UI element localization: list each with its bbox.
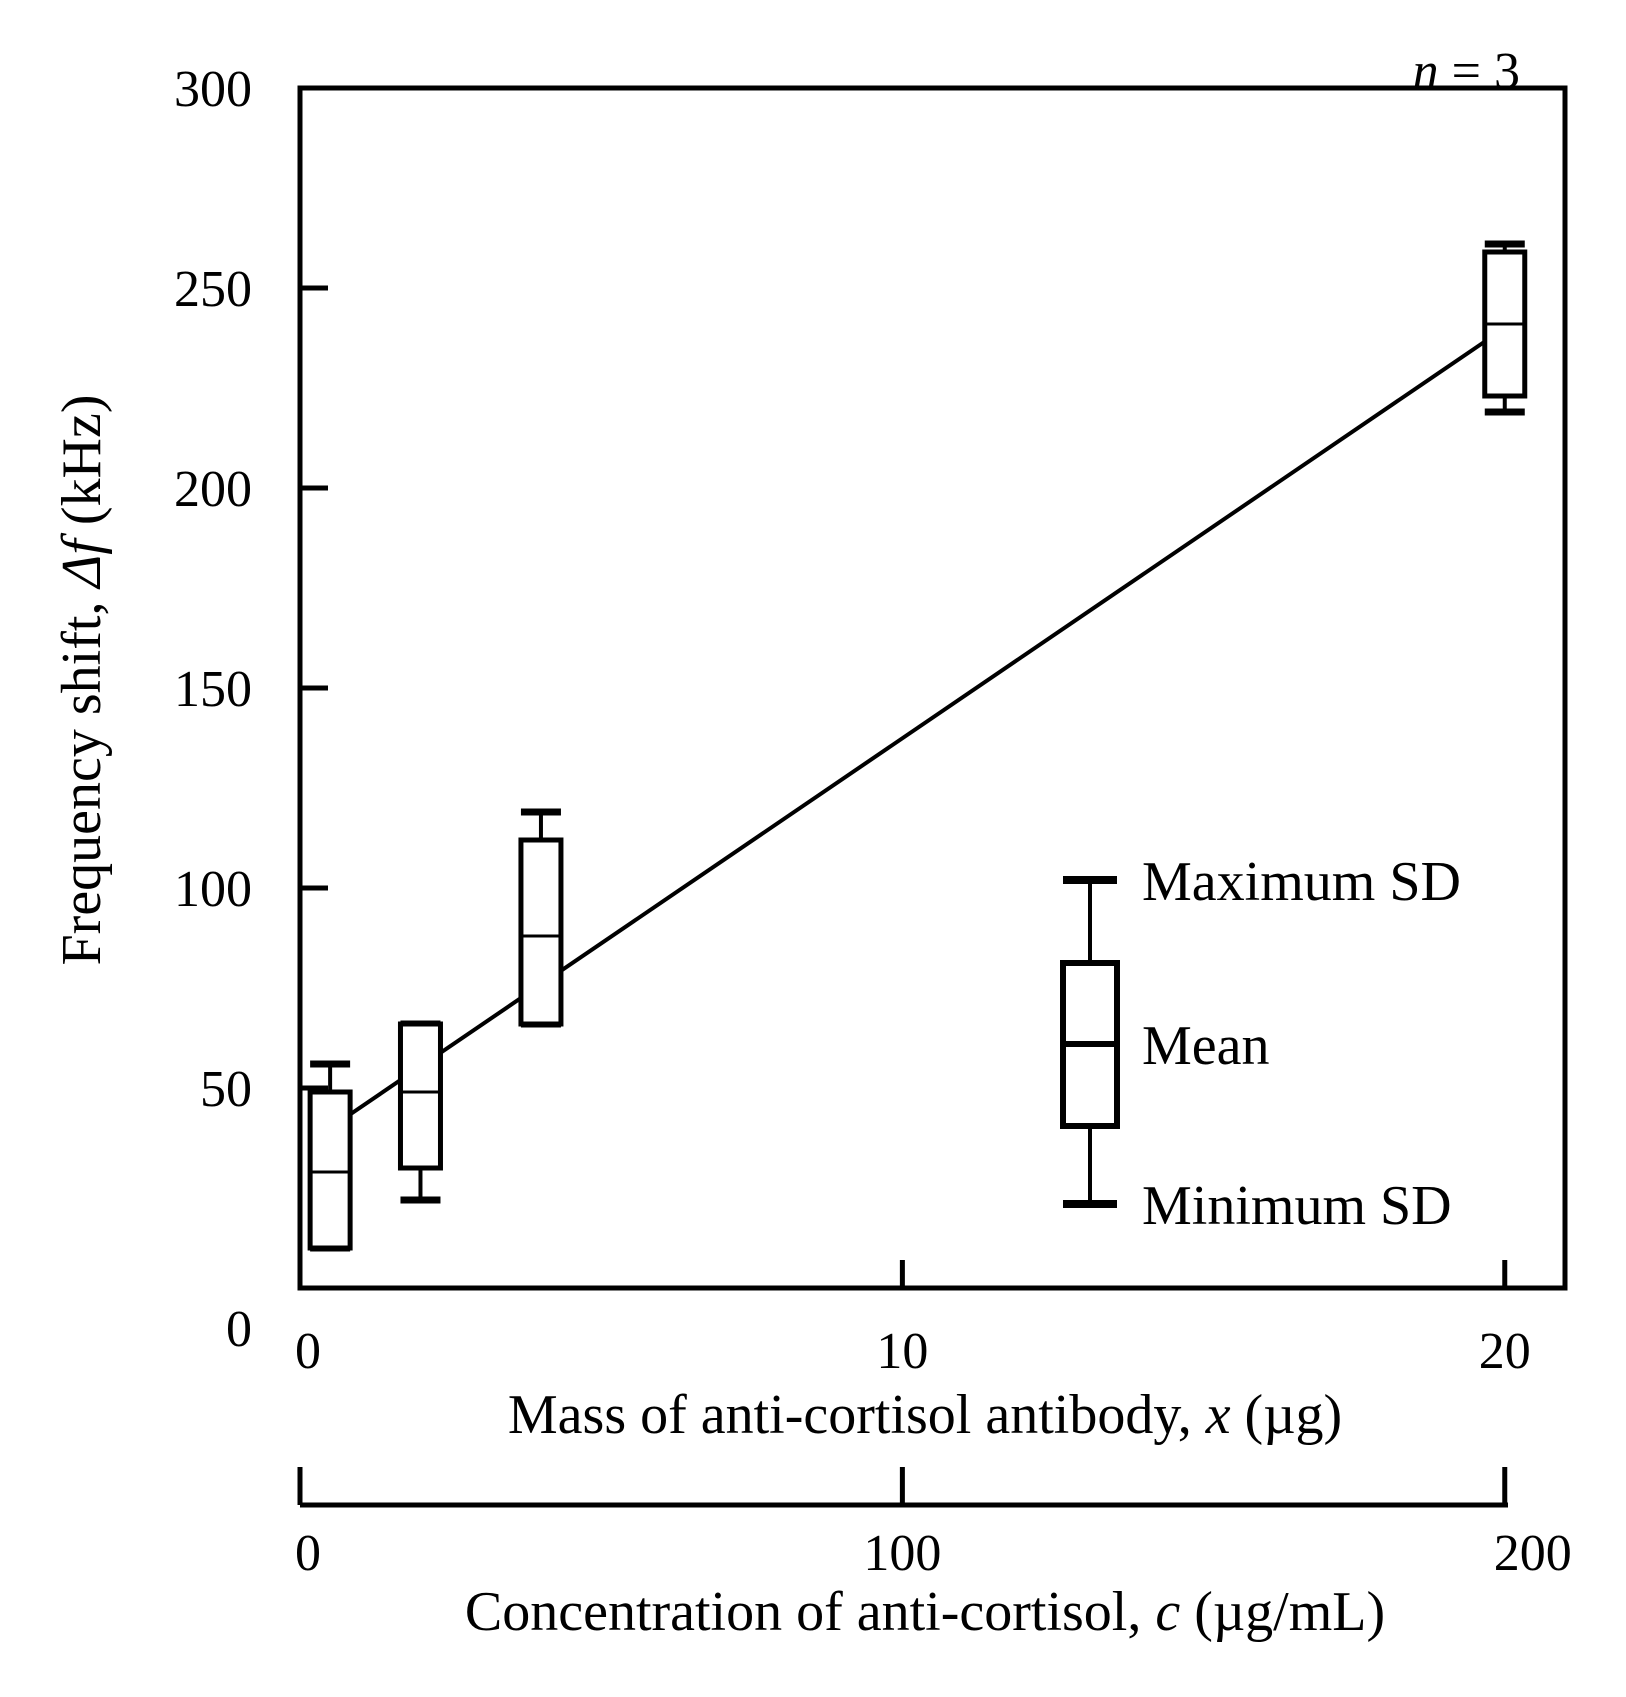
- x-axis-title-prefix: Mass of anti-cortisol antibody,: [508, 1384, 1206, 1446]
- y-axis-title-unit: (kHz): [51, 395, 113, 540]
- y-tick-label: 100: [174, 861, 252, 918]
- box-series: [307, 240, 1528, 1252]
- box-item: [397, 1020, 443, 1204]
- sample-size-annotation: n = 3: [1413, 43, 1520, 100]
- concentration-axis-title-symbol: c: [1155, 1581, 1180, 1643]
- fit-line: [328, 326, 1506, 1130]
- box-item: [307, 1060, 353, 1252]
- y-axis-title: Frequency shift, Δf (kHz): [51, 395, 113, 966]
- y-tick-label: 250: [174, 261, 252, 318]
- y-tick-label: 50: [200, 1061, 252, 1118]
- box-item: [518, 808, 564, 1028]
- y-axis-ticks: 0 50 100 150 200 250 300: [174, 61, 328, 1358]
- concentration-axis-title-prefix: Concentration of anti-cortisol,: [465, 1581, 1155, 1643]
- concentration-axis-title: Concentration of anti-cortisol, c (µg/mL…: [465, 1581, 1385, 1643]
- box-item: [1482, 240, 1528, 416]
- y-axis-title-symbol: Δf: [51, 532, 113, 590]
- legend: Maximum SD Mean Minimum SD: [1060, 851, 1461, 1237]
- y-tick-label: 200: [174, 461, 252, 518]
- x-axis-title-unit: (µg): [1231, 1384, 1343, 1446]
- x-axis-title-symbol: x: [1205, 1384, 1231, 1446]
- sample-size-value: = 3: [1439, 43, 1520, 100]
- concentration-tick-label: 200: [1494, 1525, 1572, 1582]
- fit-line-group: [328, 326, 1506, 1130]
- y-tick-label: 0: [226, 1301, 252, 1358]
- y-axis-title-prefix: Frequency shift,: [51, 588, 113, 966]
- x-axis-ticks: 0 10 20: [295, 1260, 1531, 1380]
- concentration-tick-label: 0: [295, 1525, 321, 1582]
- concentration-axis-title-unit: (µg/mL): [1180, 1581, 1385, 1643]
- legend-min-label: Minimum SD: [1142, 1175, 1452, 1237]
- concentration-tick-label: 100: [863, 1525, 941, 1582]
- x-axis-title: Mass of anti-cortisol antibody, x (µg): [508, 1384, 1342, 1446]
- legend-max-label: Maximum SD: [1142, 851, 1461, 913]
- legend-mean-label: Mean: [1142, 1015, 1270, 1077]
- box-body: [397, 1021, 443, 1171]
- x-tick-label: 0: [295, 1323, 321, 1380]
- sample-size-symbol: n: [1413, 43, 1439, 100]
- x-tick-label: 10: [876, 1323, 928, 1380]
- x-tick-label: 20: [1479, 1323, 1531, 1380]
- y-tick-label: 150: [174, 661, 252, 718]
- box-body: [518, 837, 564, 1027]
- concentration-axis-ticks: 0 100 200: [295, 1467, 1572, 1582]
- plot-frame: [297, 85, 1568, 1291]
- box-body: [307, 1089, 353, 1251]
- y-tick-label: 300: [174, 61, 252, 118]
